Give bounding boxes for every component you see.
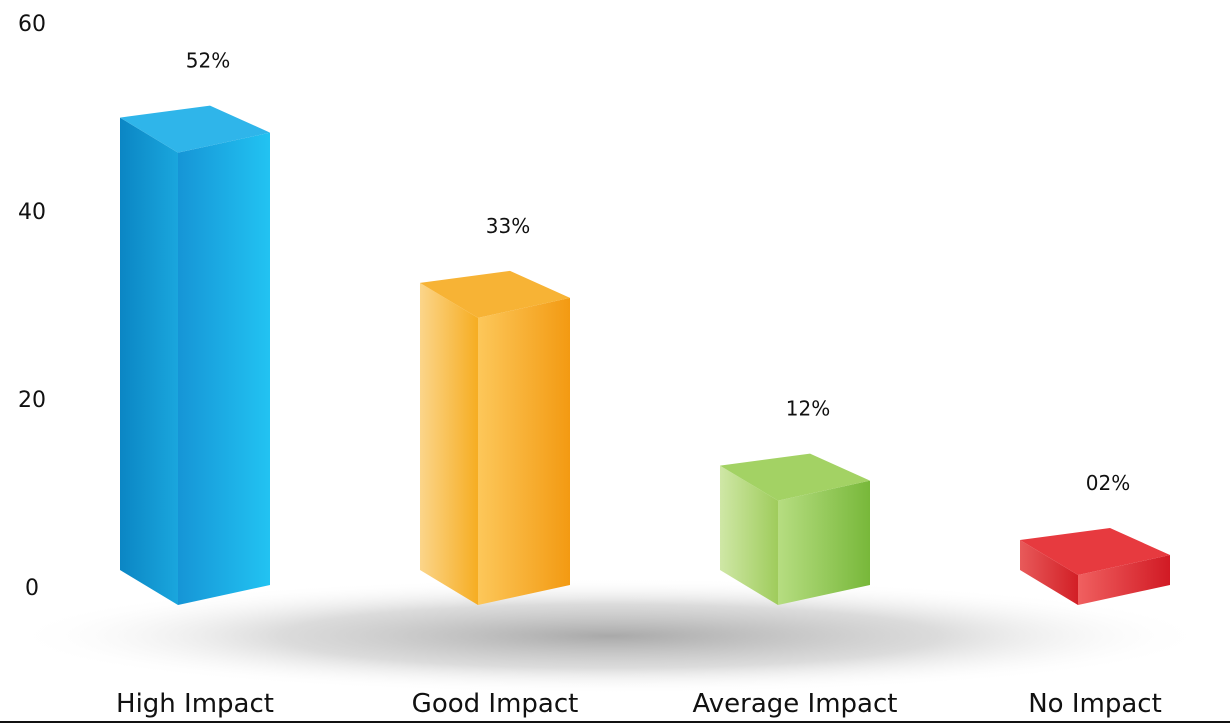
- y-tick-label: 60: [18, 12, 46, 37]
- category-label: High Impact: [116, 689, 274, 719]
- bar-high-impact: [120, 105, 270, 605]
- bar-top-face: [420, 270, 570, 318]
- bar-left-face: [420, 282, 478, 605]
- y-axis-ticks: 0 20 40 60: [18, 12, 46, 601]
- data-labels: 52% 33% 12% 02%: [186, 49, 1130, 495]
- bar-top-face: [120, 105, 270, 153]
- bar-no-impact: [1020, 528, 1170, 605]
- bar-front-face: [178, 132, 270, 605]
- bar-left-face: [720, 465, 778, 605]
- data-label: 12%: [786, 397, 830, 421]
- bar-left-face: [120, 117, 178, 605]
- data-label: 02%: [1086, 471, 1130, 495]
- bar-front-face: [1078, 555, 1170, 605]
- bar-front-face: [478, 297, 570, 605]
- data-label: 52%: [186, 49, 230, 73]
- bar-left-face: [1020, 540, 1078, 605]
- floor-shadow: [10, 578, 1210, 694]
- y-tick-label: 40: [18, 200, 46, 225]
- bar-good-impact: [420, 270, 570, 605]
- category-label: No Impact: [1028, 689, 1162, 719]
- bars: [120, 105, 1170, 605]
- bar-front-face: [778, 480, 870, 605]
- bar-top-face: [1020, 528, 1170, 575]
- y-tick-label: 20: [18, 388, 46, 413]
- category-label: Average Impact: [693, 689, 898, 719]
- data-label: 33%: [486, 214, 530, 238]
- category-labels: High Impact Good Impact Average Impact No I…: [116, 689, 1162, 719]
- bar-top-face: [720, 453, 870, 501]
- y-tick-label: 0: [25, 576, 39, 601]
- category-label: Good Impact: [412, 689, 579, 719]
- bar-average-impact: [720, 453, 870, 605]
